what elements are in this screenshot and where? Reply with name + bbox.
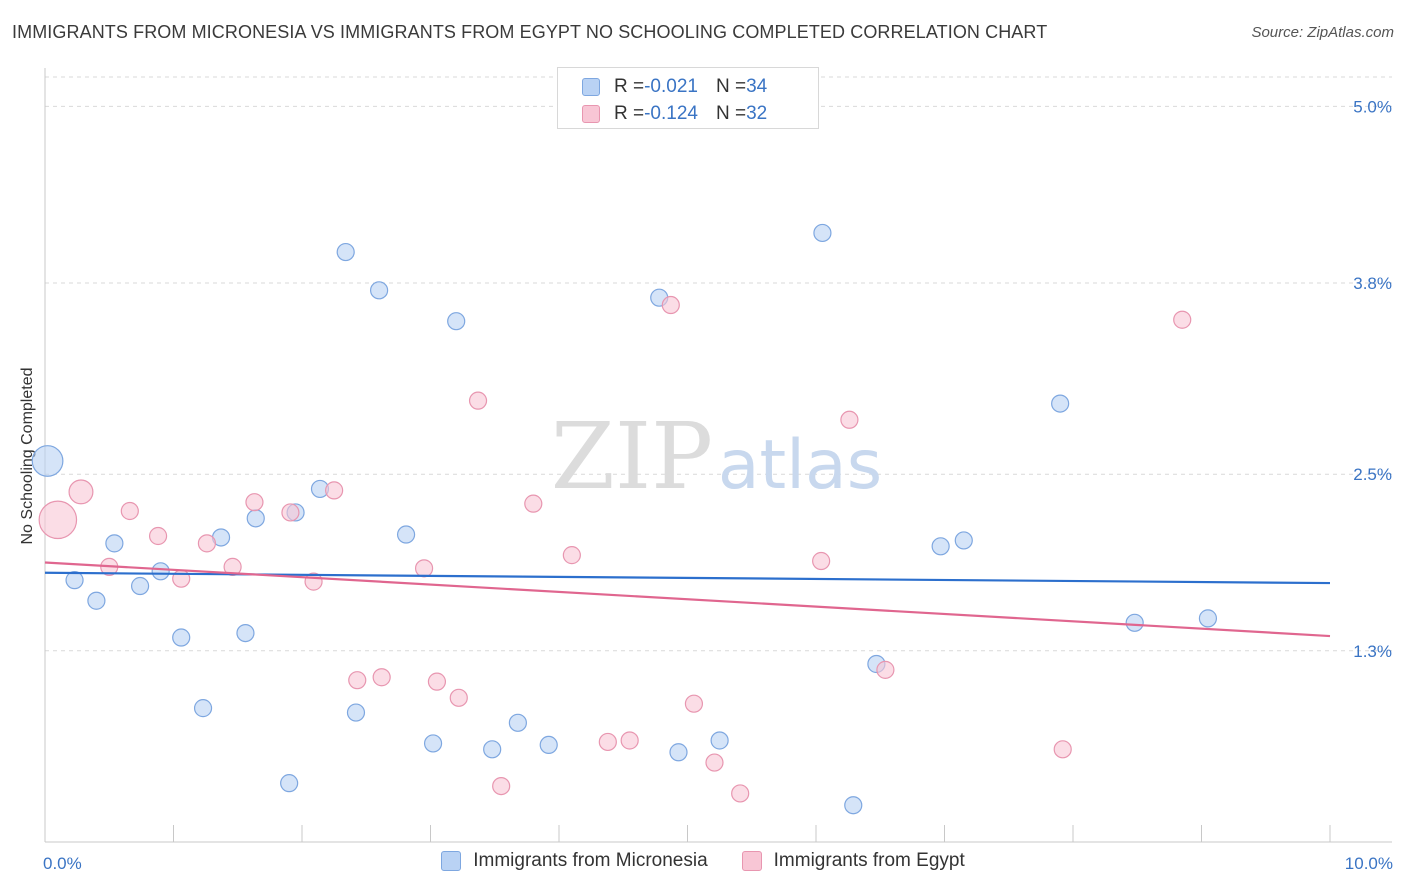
point-egypt[interactable] <box>840 410 859 429</box>
r-value: -0.124 <box>644 103 698 124</box>
point-egypt[interactable] <box>223 557 242 576</box>
point-egypt[interactable] <box>524 494 543 513</box>
x-tick-label: 0.0% <box>43 854 82 873</box>
point-micronesia[interactable] <box>423 734 443 753</box>
legend-label-egypt: Immigrants from Egypt <box>773 850 965 871</box>
point-micronesia[interactable] <box>954 531 973 550</box>
point-egypt[interactable] <box>620 731 639 750</box>
egypt-swatch <box>582 105 600 123</box>
stats-legend: R = -0.021 N = 34 R = -0.124 N = 32 <box>557 67 819 129</box>
point-egypt[interactable] <box>68 479 94 505</box>
n-value: 32 <box>746 103 768 124</box>
point-egypt[interactable] <box>468 391 488 410</box>
point-egypt[interactable] <box>731 784 750 803</box>
grid <box>45 76 1392 652</box>
point-micronesia[interactable] <box>280 774 299 793</box>
point-micronesia[interactable] <box>447 312 466 331</box>
point-egypt[interactable] <box>876 660 895 679</box>
points <box>31 223 1218 815</box>
r-value: -0.021 <box>644 76 698 97</box>
point-egypt[interactable] <box>562 546 581 565</box>
point-micronesia[interactable] <box>31 445 64 477</box>
y-tick-label: 3.8% <box>1353 274 1392 293</box>
point-micronesia[interactable] <box>87 591 106 610</box>
point-egypt[interactable] <box>812 551 831 571</box>
point-egypt[interactable] <box>449 688 468 707</box>
point-egypt[interactable] <box>492 776 511 796</box>
micronesia-legend-swatch <box>441 851 462 871</box>
point-micronesia[interactable] <box>483 740 502 759</box>
point-egypt[interactable] <box>38 500 78 540</box>
point-egypt[interactable] <box>120 501 139 521</box>
y-tick-label: 5.0% <box>1353 97 1392 116</box>
point-micronesia[interactable] <box>246 509 265 528</box>
point-micronesia[interactable] <box>105 534 124 553</box>
point-egypt[interactable] <box>281 503 300 522</box>
stats-row-egypt: R = -0.124 N = 32 <box>582 101 767 127</box>
point-egypt[interactable] <box>197 534 217 553</box>
point-egypt[interactable] <box>598 732 617 752</box>
point-micronesia[interactable] <box>346 703 366 722</box>
r-label: R = <box>614 103 645 124</box>
series-legend: Immigrants from Micronesia Immigrants fr… <box>0 850 1406 872</box>
point-egypt[interactable] <box>372 668 391 687</box>
trend-line-egypt <box>44 561 1331 638</box>
tick-labels: 1.3% 2.5% 3.8% 5.0% 0.0% 10.0% <box>43 97 1393 873</box>
n-label: N = <box>715 103 747 124</box>
point-micronesia[interactable] <box>130 576 150 596</box>
point-micronesia[interactable] <box>172 628 191 647</box>
n-value: 34 <box>746 76 768 97</box>
point-micronesia[interactable] <box>151 562 170 581</box>
point-egypt[interactable] <box>245 493 264 512</box>
point-micronesia[interactable] <box>508 713 527 732</box>
point-micronesia[interactable] <box>669 743 688 762</box>
stats-row-micronesia: R = -0.021 N = 34 <box>582 74 767 100</box>
source-label: Source: ZipAtlas.com <box>1251 24 1394 41</box>
point-egypt[interactable] <box>414 559 434 578</box>
point-micronesia[interactable] <box>1125 613 1144 632</box>
point-micronesia[interactable] <box>931 537 950 556</box>
legend-item-micronesia[interactable]: Immigrants from Micronesia <box>441 850 708 872</box>
point-egypt[interactable] <box>348 671 367 690</box>
point-micronesia[interactable] <box>396 525 416 544</box>
point-egypt[interactable] <box>684 694 704 713</box>
watermark: ZIP atlas <box>551 403 882 510</box>
point-egypt[interactable] <box>148 526 168 546</box>
point-egypt[interactable] <box>1173 310 1192 329</box>
r-label: R = <box>614 76 645 97</box>
point-egypt[interactable] <box>427 672 447 691</box>
point-egypt[interactable] <box>325 481 344 500</box>
egypt-legend-swatch <box>741 851 762 871</box>
point-micronesia[interactable] <box>710 731 729 750</box>
point-micronesia[interactable] <box>193 699 213 718</box>
n-label: N = <box>715 76 747 97</box>
point-micronesia[interactable] <box>539 735 558 755</box>
point-egypt[interactable] <box>661 295 680 315</box>
point-micronesia[interactable] <box>844 796 863 815</box>
legend-item-egypt[interactable]: Immigrants from Egypt <box>741 850 965 872</box>
point-micronesia[interactable] <box>236 623 255 643</box>
watermark-zip: ZIP <box>551 403 713 510</box>
micronesia-swatch <box>582 78 600 96</box>
chart-title: IMMIGRANTS FROM MICRONESIA VS IMMIGRANTS… <box>12 22 1048 42</box>
trend-lines <box>44 561 1331 638</box>
point-micronesia[interactable] <box>370 281 389 300</box>
point-egypt[interactable] <box>172 569 191 588</box>
y-tick-label: 2.5% <box>1353 465 1392 484</box>
legend-label-micronesia: Immigrants from Micronesia <box>473 850 708 871</box>
watermark-atlas: atlas <box>718 426 882 505</box>
x-tick-label: 10.0% <box>1345 854 1393 873</box>
point-micronesia[interactable] <box>336 242 355 262</box>
point-egypt[interactable] <box>705 753 724 772</box>
y-tick-label: 1.3% <box>1353 642 1392 661</box>
point-micronesia[interactable] <box>65 571 84 590</box>
point-egypt[interactable] <box>1053 740 1072 759</box>
point-micronesia[interactable] <box>1051 394 1070 413</box>
point-micronesia[interactable] <box>813 223 832 243</box>
point-micronesia[interactable] <box>1198 609 1218 628</box>
